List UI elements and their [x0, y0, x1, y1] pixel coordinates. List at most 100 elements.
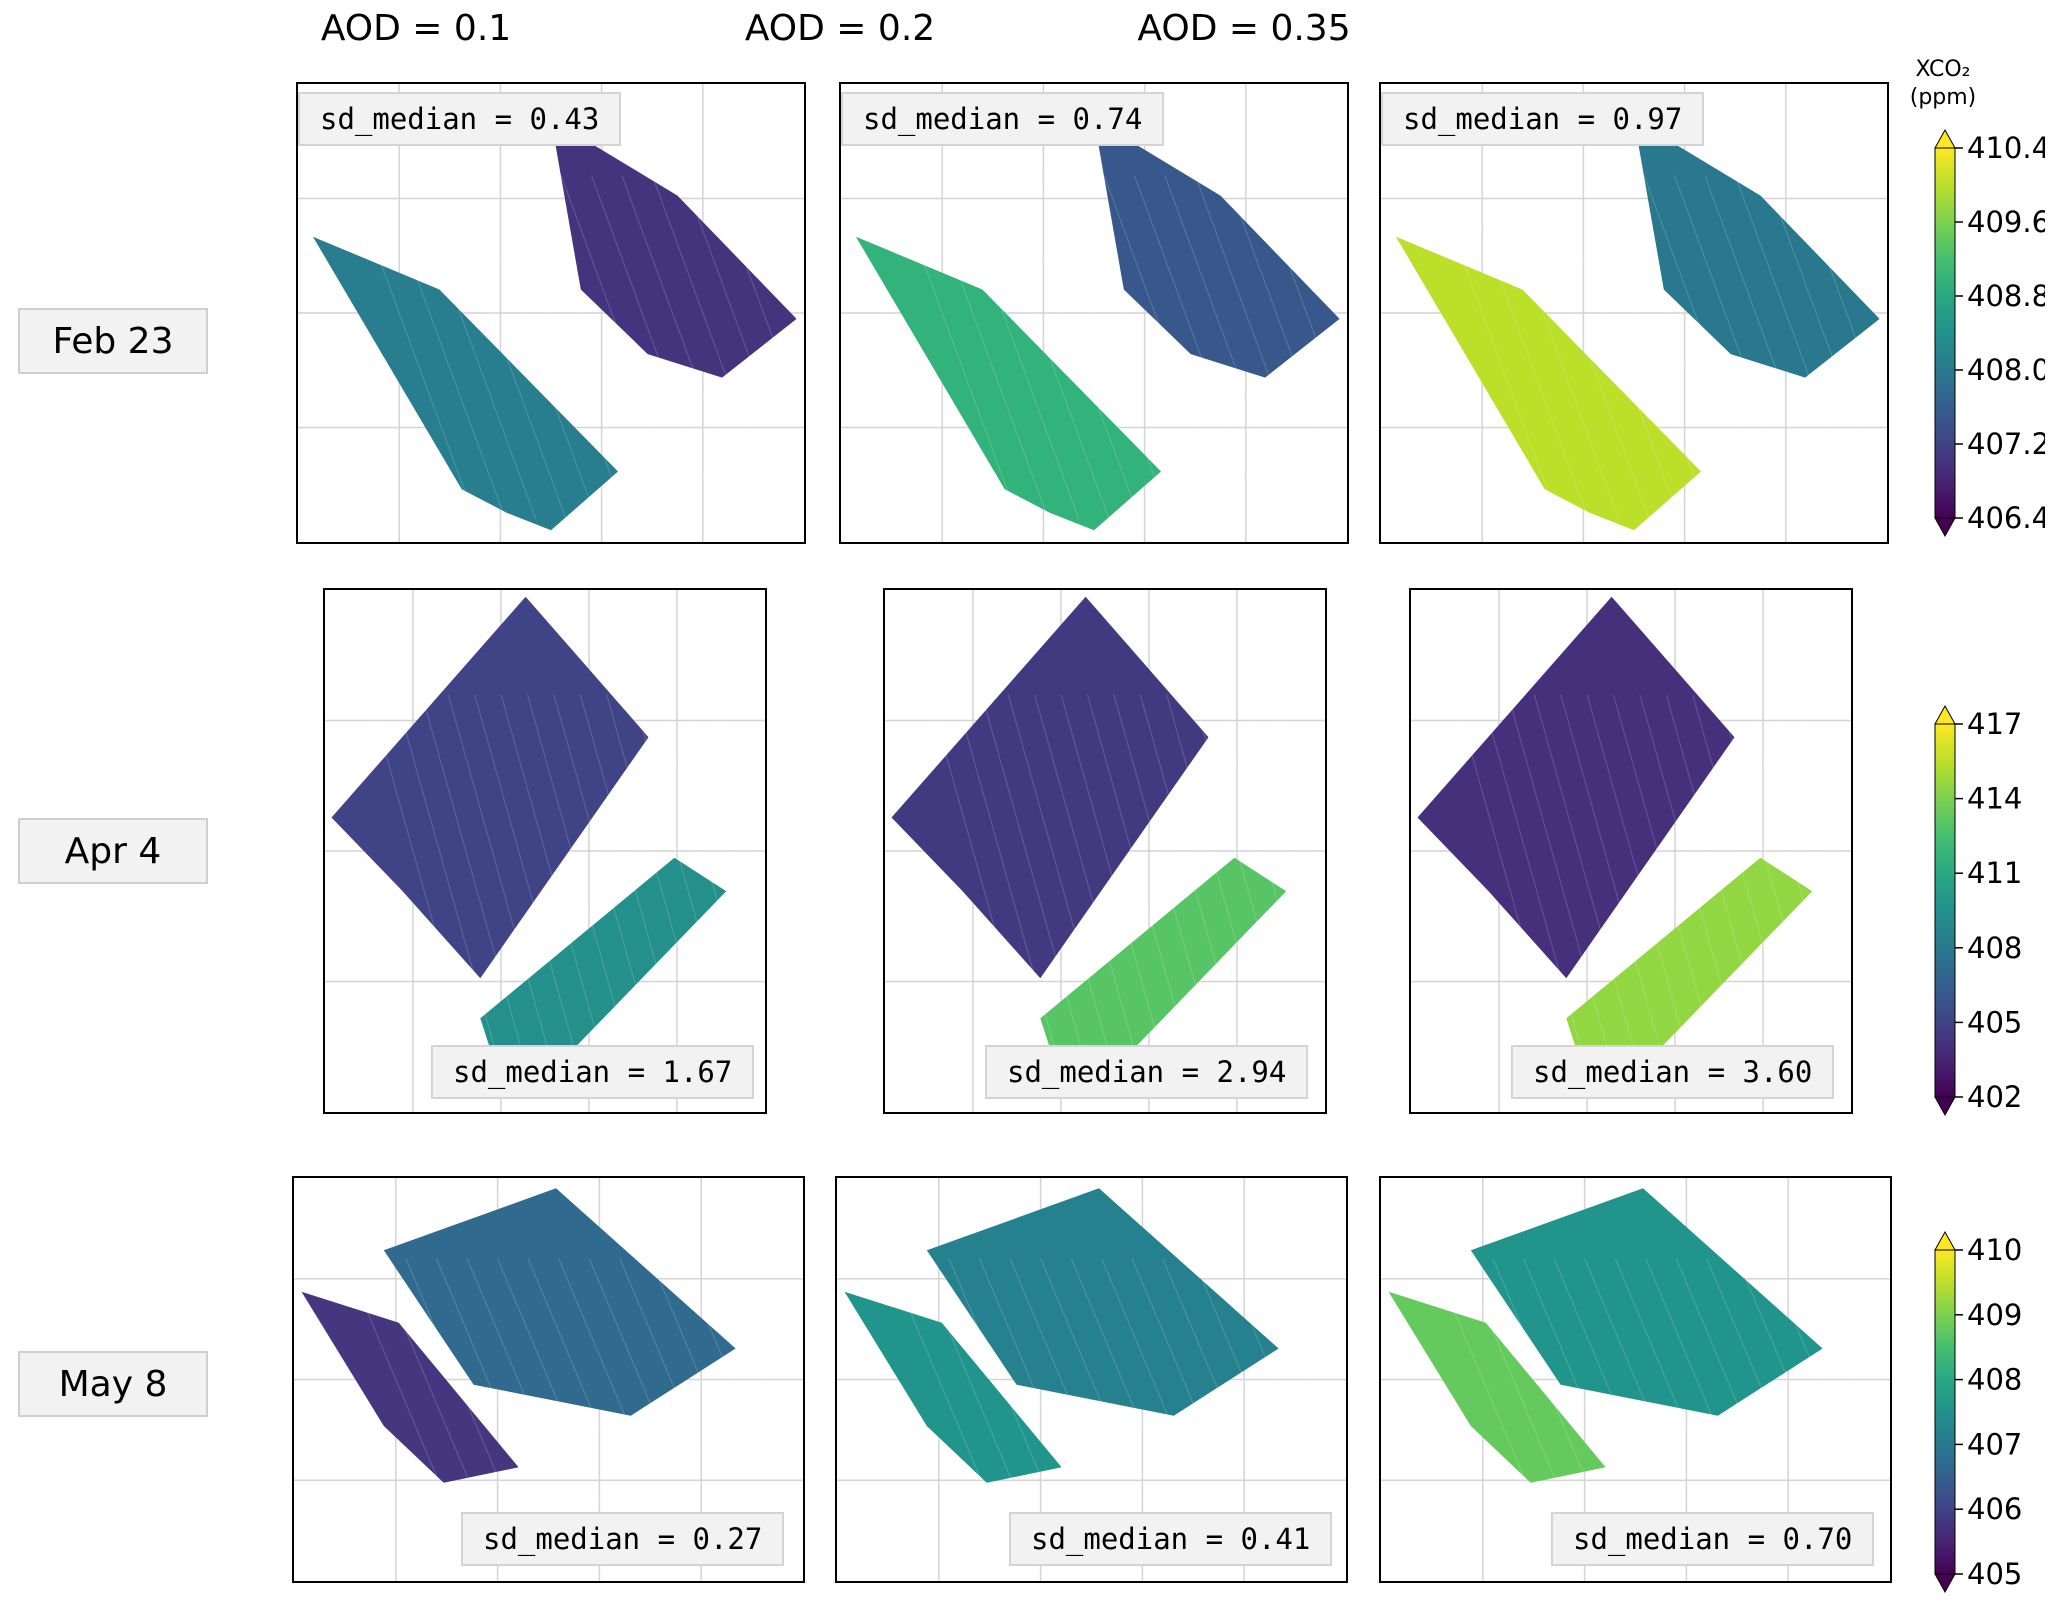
footprint-stripe: [527, 1258, 656, 1562]
footprint-stripe: [1718, 694, 1830, 1087]
footprint-stripe: [1665, 694, 1777, 1087]
west-swath: [1395, 236, 1701, 531]
east-swath: [926, 1188, 1279, 1416]
footprint-stripe: [1454, 694, 1566, 1087]
colorbar-tick-label: 407.2: [1967, 427, 2045, 461]
footprint-stripe: [1284, 1258, 1346, 1406]
colorbar-tick-label: 405: [1967, 1005, 2022, 1039]
footprint-stripe: [553, 694, 665, 1087]
footprint-stripe: [1614, 1258, 1743, 1562]
colorbar-tick-label: 405: [1967, 1557, 2022, 1591]
footprint-stripe: [978, 1258, 1108, 1562]
footprint-stripe: [1639, 694, 1751, 1087]
footprint-stripe: [558, 1258, 687, 1562]
footprint-stripe: [499, 175, 628, 520]
footprint-stripe: [1133, 175, 1262, 520]
colorbar-extend-min: [1934, 1096, 1956, 1117]
footprint-stripe: [1522, 175, 1650, 520]
map-svg: [841, 84, 1347, 542]
footprint-stripe: [1131, 1258, 1261, 1562]
footprint-stripe: [887, 1258, 1016, 1562]
footprint-stripe: [1218, 694, 1325, 1073]
footprint-stripe: [1828, 1258, 1890, 1406]
footprint-stripe: [1192, 1258, 1322, 1562]
map-svg: [837, 1178, 1346, 1581]
footprint-stripe: [1431, 175, 1559, 520]
footprint-stripe: [1070, 1258, 1199, 1562]
map-panel-apr4-aod035: sd_median = 3.60: [1409, 588, 1853, 1114]
footprint-stripe: [1612, 694, 1724, 1087]
footprint-stripe: [1706, 1258, 1835, 1562]
footprint-stripe: [1552, 175, 1681, 520]
east-swath: [551, 119, 797, 378]
footprint-stripe: [408, 175, 537, 520]
footprint-stripe: [1825, 175, 1887, 343]
sd-median-label: sd_median = 2.94: [985, 1045, 1309, 1099]
footprint-stripe: [917, 1258, 1047, 1562]
west-swath: [301, 1291, 519, 1483]
footprint-stripe: [741, 1258, 803, 1406]
footprint-stripe: [1797, 694, 1851, 885]
map-panel-apr4-aod01: sd_median = 1.67: [323, 588, 767, 1114]
footprint-stripe: [1795, 175, 1887, 425]
footprint-stripe: [435, 1258, 565, 1562]
column-title-aod-0-2: AOD = 0.2: [744, 8, 936, 49]
footprint-stripe: [1012, 175, 1141, 520]
footprint-stripe: [1101, 1258, 1230, 1562]
west-swath: [855, 236, 1161, 531]
colorbar-tick-label: 414: [1967, 782, 2022, 816]
footprint-stripe: [685, 694, 765, 979]
footprint-stripe: [1744, 694, 1851, 1073]
footprint-stripe: [1643, 175, 1772, 520]
footprint-stripe: [474, 694, 586, 1087]
footprint-stripe: [1034, 694, 1146, 1087]
colorbar-row3: 410 409 408 407 406 405: [1934, 1230, 2022, 1594]
map-panel-feb23-aod01: sd_median = 0.43: [296, 82, 806, 544]
footprint-stripe: [1431, 1258, 1560, 1562]
west-swath: [1388, 1291, 1606, 1483]
colorbar-extend-max: [1934, 1230, 1956, 1251]
footprint-stripe: [651, 175, 780, 520]
footprint-stripe: [1491, 175, 1620, 520]
footprint-stripe: [344, 1258, 473, 1562]
column-title-aod-0-35: AOD = 0.35: [1137, 8, 1351, 49]
west-swath: [312, 236, 618, 531]
sd-median-label: sd_median = 0.27: [461, 1512, 785, 1566]
footprint-stripe: [1507, 694, 1619, 1087]
footprint-stripe: [378, 175, 507, 520]
row-label-apr-4: Apr 4: [18, 818, 208, 884]
footprint-stripe: [394, 694, 506, 1087]
colorbar-gradient: [1934, 1249, 1956, 1575]
sd-median-label: sd_median = 0.41: [1009, 1512, 1333, 1566]
sd-median-label: sd_median = 3.60: [1511, 1045, 1835, 1099]
footprint-stripe: [954, 694, 1066, 1087]
footprint-stripe: [1255, 175, 1347, 425]
colorbar-extend-max: [1934, 128, 1956, 149]
colorbar-row2: 417 414 411 408 405 402: [1934, 704, 2022, 1117]
footprint-stripe: [951, 175, 1080, 520]
colorbar-tick-label: 408: [1967, 931, 2022, 965]
colorbar-extend-min: [1934, 517, 1956, 538]
footprint-stripe: [982, 175, 1110, 520]
footprint-stripe: [1192, 694, 1304, 1087]
colorbar-tick-label: 408: [1967, 1363, 2022, 1397]
map-panel-apr4-aod02: sd_median = 2.94: [883, 588, 1327, 1114]
east-swath: [1470, 1188, 1823, 1416]
footprint-stripe: [421, 694, 533, 1087]
west-swath: [891, 596, 1209, 979]
footprint-stripe: [1586, 694, 1698, 1087]
sd-median-label: sd_median = 0.43: [298, 92, 622, 146]
footprint-stripe: [1007, 694, 1119, 1087]
footprint-stripe: [526, 694, 638, 1087]
footprint-stripe: [680, 1258, 803, 1551]
footprint-stripe: [1480, 694, 1592, 1087]
footprint-stripe: [1086, 694, 1198, 1087]
footprint-stripe: [447, 694, 559, 1087]
east-swath: [383, 1188, 736, 1416]
footprint-stripe: [1560, 694, 1672, 1087]
colorbar-tick-label: 406.4: [1967, 501, 2045, 535]
colorbar-gradient: [1934, 723, 1956, 1098]
footprint-stripe: [1736, 1258, 1866, 1562]
colorbar-tick-label: 402: [1967, 1080, 2022, 1114]
footprint-stripe: [891, 175, 1019, 520]
